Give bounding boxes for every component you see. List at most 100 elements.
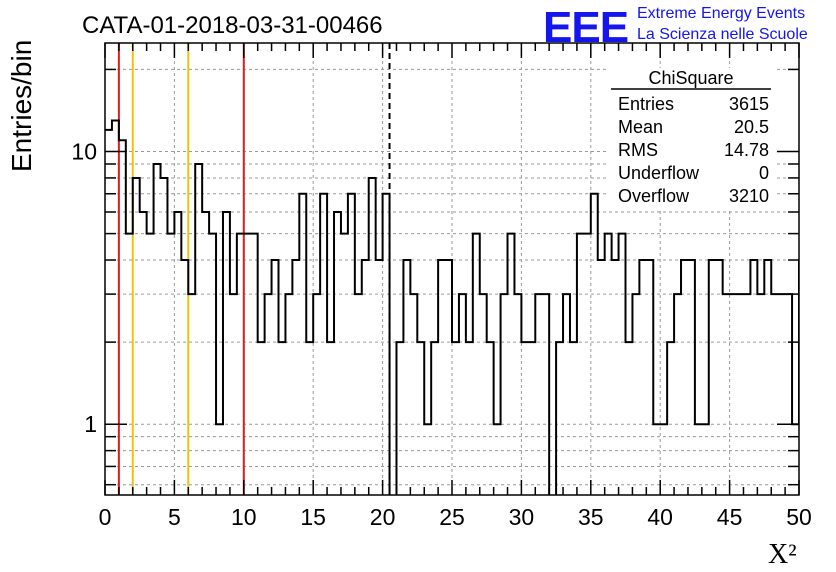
histogram-bin xyxy=(612,260,619,495)
stats-box-background xyxy=(608,68,774,208)
histogram-bin xyxy=(306,342,313,495)
histogram-bin xyxy=(716,260,723,495)
histogram-bin xyxy=(535,294,542,495)
plot-frame xyxy=(104,42,800,496)
histogram-bin xyxy=(480,294,487,495)
histogram-bin xyxy=(237,234,244,495)
histogram-bin xyxy=(591,194,598,495)
x-tick-label: 40 xyxy=(647,504,673,530)
logo-line-1: Extreme Energy Events xyxy=(637,5,805,22)
histogram-bin xyxy=(292,260,299,495)
histogram-bin xyxy=(667,342,674,495)
histogram-bin xyxy=(501,294,508,495)
histogram-bin xyxy=(147,234,154,495)
histogram-bin xyxy=(383,194,390,495)
histogram-bin xyxy=(348,194,355,495)
histogram-bin xyxy=(376,260,383,495)
histogram-bin xyxy=(688,260,695,495)
stats-title: ChiSquare xyxy=(648,68,733,88)
histogram-bin xyxy=(626,342,633,495)
histogram-bin xyxy=(473,234,480,495)
histogram-bin xyxy=(542,294,549,495)
histogram-bin xyxy=(556,342,563,495)
histogram-bin xyxy=(570,342,577,495)
histogram-bin xyxy=(619,234,626,495)
histogram-bin xyxy=(161,178,168,495)
x-tick-label: 50 xyxy=(786,504,812,530)
x-tick-label: 35 xyxy=(578,504,604,530)
histogram-bin xyxy=(785,294,792,495)
histogram-bin xyxy=(202,212,209,495)
histogram-bin xyxy=(653,424,660,495)
histogram-bin xyxy=(681,260,688,495)
histogram-bin xyxy=(230,294,237,495)
stats-value-overflow: 3210 xyxy=(729,186,769,206)
histogram-bin xyxy=(334,212,341,495)
histogram-bin xyxy=(285,294,292,495)
histogram-bin xyxy=(563,294,570,495)
run-title: CATA-01-2018-03-31-00466 xyxy=(82,12,383,39)
histogram-bin xyxy=(119,140,126,495)
histogram-bin xyxy=(466,342,473,495)
histogram-bin xyxy=(452,342,459,495)
histogram-bin xyxy=(410,294,417,495)
x-tick-label: 0 xyxy=(99,504,112,530)
histogram-bin xyxy=(494,424,501,495)
stats-value-rms: 14.78 xyxy=(724,140,769,160)
x-tick-label: 10 xyxy=(231,504,257,530)
logo-letters: EEE xyxy=(543,3,628,52)
x-tick-label: 45 xyxy=(717,504,743,530)
histogram-bin xyxy=(355,294,362,495)
histogram-bin xyxy=(737,294,744,495)
histogram-bin xyxy=(487,342,494,495)
histogram-bin xyxy=(764,260,771,495)
histogram-bin xyxy=(702,424,709,495)
axes xyxy=(104,42,800,496)
histogram-bin xyxy=(813,424,820,495)
histogram-bin xyxy=(140,212,147,495)
y-axis-label: Entries/bin xyxy=(6,40,37,172)
histogram-bin xyxy=(327,342,334,495)
histogram-bin xyxy=(105,130,112,495)
histogram-bin xyxy=(521,342,528,495)
histogram-bin xyxy=(806,342,813,495)
stats-label-underflow: Underflow xyxy=(618,163,700,183)
stats-value-mean: 20.5 xyxy=(734,117,769,137)
stats-value-entries: 3615 xyxy=(729,94,769,114)
x-tick-label: 30 xyxy=(509,504,535,530)
histogram-bin xyxy=(778,294,785,495)
histogram-bin xyxy=(167,234,174,495)
histogram-bin xyxy=(632,294,639,495)
histogram-bin xyxy=(771,294,778,495)
eee-logo: EEE Extreme Energy Events La Scienza nel… xyxy=(543,3,808,52)
logo-line-2: La Scienza nelle Scuole xyxy=(637,26,808,43)
histogram-bin xyxy=(584,234,591,495)
histogram-bin xyxy=(508,234,515,495)
histogram-bin xyxy=(223,212,230,495)
histogram-bin xyxy=(181,260,188,495)
histogram-bin xyxy=(188,294,195,495)
histogram-bin xyxy=(799,260,806,495)
histogram-bin xyxy=(639,260,646,495)
x-tick-label: 5 xyxy=(168,504,181,530)
histogram-bin xyxy=(258,342,265,495)
histogram-bin xyxy=(695,424,702,495)
stats-value-underflow: 0 xyxy=(759,163,769,183)
histogram-outline xyxy=(105,119,799,495)
histogram-bin xyxy=(251,234,258,495)
x-tick-label: 15 xyxy=(300,504,326,530)
histogram-bin xyxy=(396,342,403,495)
histogram-series xyxy=(105,119,820,495)
histogram-bin xyxy=(514,294,521,495)
histogram-bin xyxy=(709,260,716,495)
x-tick-label: 20 xyxy=(370,504,396,530)
histogram-bin xyxy=(133,178,140,495)
histogram-bin xyxy=(577,234,584,495)
stats-label-mean: Mean xyxy=(618,117,663,137)
histogram-bin xyxy=(660,424,667,495)
histogram-bin xyxy=(431,342,438,495)
stats-label-rms: RMS xyxy=(618,140,658,160)
histogram-bin xyxy=(757,294,764,495)
histogram-bin xyxy=(743,294,750,495)
